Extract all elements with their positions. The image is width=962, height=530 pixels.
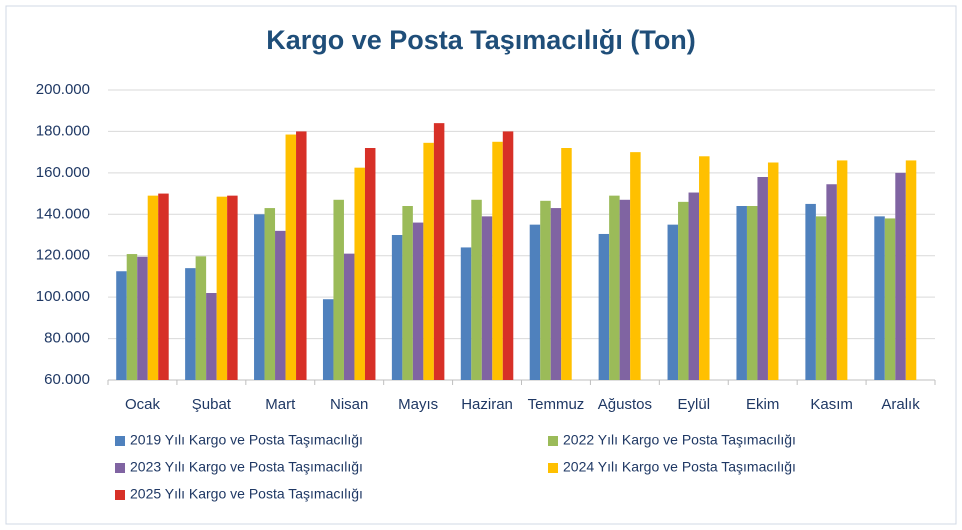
bar <box>767 162 779 380</box>
bar <box>598 233 610 380</box>
x-tick-label: Kasım <box>810 396 853 413</box>
bar <box>391 235 403 380</box>
bar <box>216 196 228 380</box>
legend-swatch <box>115 463 125 473</box>
legend-swatch <box>115 436 125 446</box>
legend-swatch <box>115 490 125 500</box>
chart-title: Kargo ve Posta Taşımacılığı (Ton) <box>266 25 696 55</box>
bar <box>502 131 514 380</box>
bar <box>874 216 885 380</box>
bar <box>412 222 424 380</box>
legend: 2019 Yılı Kargo ve Posta Taşımacılığı 202… <box>115 432 796 502</box>
y-tick-label: 100.000 <box>36 288 90 305</box>
bar <box>322 299 334 380</box>
bar <box>905 160 917 380</box>
bar <box>354 167 365 380</box>
bar <box>815 216 827 380</box>
bar <box>805 203 816 380</box>
legend-label: 2025 Yılı Kargo ve Posta Taşımacılığı <box>130 486 363 502</box>
y-tick-label: 160.000 <box>36 164 90 181</box>
y-tick-label: 180.000 <box>36 122 90 139</box>
bar <box>116 271 127 380</box>
bar <box>471 199 482 380</box>
bar <box>529 224 541 380</box>
y-tick-label: 60.000 <box>44 371 90 388</box>
bar <box>550 208 562 380</box>
bar <box>195 256 207 380</box>
bar <box>630 152 641 380</box>
bar <box>561 148 572 380</box>
bar <box>206 293 217 380</box>
bar <box>158 193 169 380</box>
x-tick-label: Nisan <box>330 396 368 413</box>
y-tick-label: 140.000 <box>36 205 90 222</box>
bar <box>540 200 551 380</box>
bar <box>688 192 700 380</box>
legend-swatch <box>548 463 558 473</box>
bar <box>492 141 503 380</box>
bar <box>296 131 307 380</box>
bar <box>264 208 276 380</box>
bar <box>227 195 238 380</box>
bar <box>826 184 837 380</box>
x-tick-label: Ocak <box>125 396 161 413</box>
x-tick-label: Haziran <box>461 396 513 413</box>
x-tick-label: Şubat <box>192 396 232 413</box>
bar <box>609 195 620 380</box>
legend-label: 2022 Yılı Kargo ve Posta Taşımacılığı <box>563 432 796 448</box>
bar <box>757 177 768 380</box>
y-tick-label: 80.000 <box>44 330 90 347</box>
bar <box>678 201 689 380</box>
bar <box>746 206 758 380</box>
x-tick-label: Mayıs <box>398 396 438 413</box>
bar <box>836 160 848 380</box>
legend-label: 2019 Yılı Kargo ve Posta Taşımacılığı <box>130 432 363 448</box>
bar <box>147 195 159 380</box>
bar <box>402 206 413 380</box>
x-tick-label: Mart <box>265 396 296 413</box>
bar <box>364 148 376 380</box>
bar <box>884 218 896 380</box>
y-tick-label: 120.000 <box>36 247 90 264</box>
legend-swatch <box>548 436 558 446</box>
bar <box>126 254 138 380</box>
bar <box>895 172 906 380</box>
bar <box>619 199 631 380</box>
y-tick-label: 200.000 <box>36 81 90 98</box>
bar <box>667 224 679 380</box>
bar <box>736 206 747 380</box>
legend-label: 2024 Yılı Kargo ve Posta Taşımacılığı <box>563 459 796 475</box>
bar <box>285 134 297 380</box>
x-tick-label: Aralık <box>881 396 920 413</box>
bar <box>333 199 344 380</box>
bar <box>423 142 434 380</box>
x-tick-label: Ağustos <box>598 396 652 413</box>
bar <box>275 230 286 380</box>
x-tick-label: Eylül <box>678 396 711 413</box>
bar <box>460 247 472 380</box>
bar <box>137 256 148 380</box>
x-tick-label: Ekim <box>746 396 779 413</box>
bar <box>254 214 265 380</box>
bar <box>343 253 355 380</box>
bar <box>185 268 196 380</box>
bar <box>481 216 493 380</box>
bar <box>699 156 710 380</box>
bar <box>433 123 445 381</box>
legend-label: 2023 Yılı Kargo ve Posta Taşımacılığı <box>130 459 363 475</box>
x-tick-label: Temmuz <box>528 396 585 413</box>
